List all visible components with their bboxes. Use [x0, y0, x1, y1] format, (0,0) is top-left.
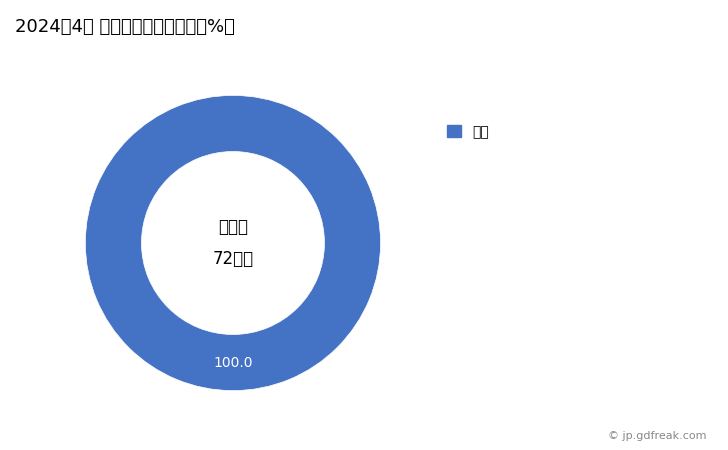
Text: 100.0: 100.0 [213, 356, 253, 369]
Text: 72万円: 72万円 [213, 251, 253, 269]
Legend: 中国: 中国 [443, 121, 493, 143]
Text: 2024年4月 輸出相手国のシェア（%）: 2024年4月 輸出相手国のシェア（%） [15, 18, 234, 36]
Text: 総　額: 総 額 [218, 217, 248, 235]
Text: © jp.gdfreak.com: © jp.gdfreak.com [608, 431, 706, 441]
Wedge shape [85, 95, 381, 391]
